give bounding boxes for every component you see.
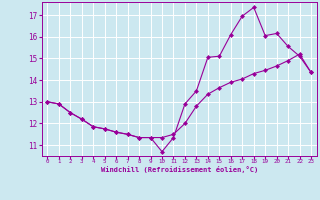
X-axis label: Windchill (Refroidissement éolien,°C): Windchill (Refroidissement éolien,°C) [100,166,258,173]
